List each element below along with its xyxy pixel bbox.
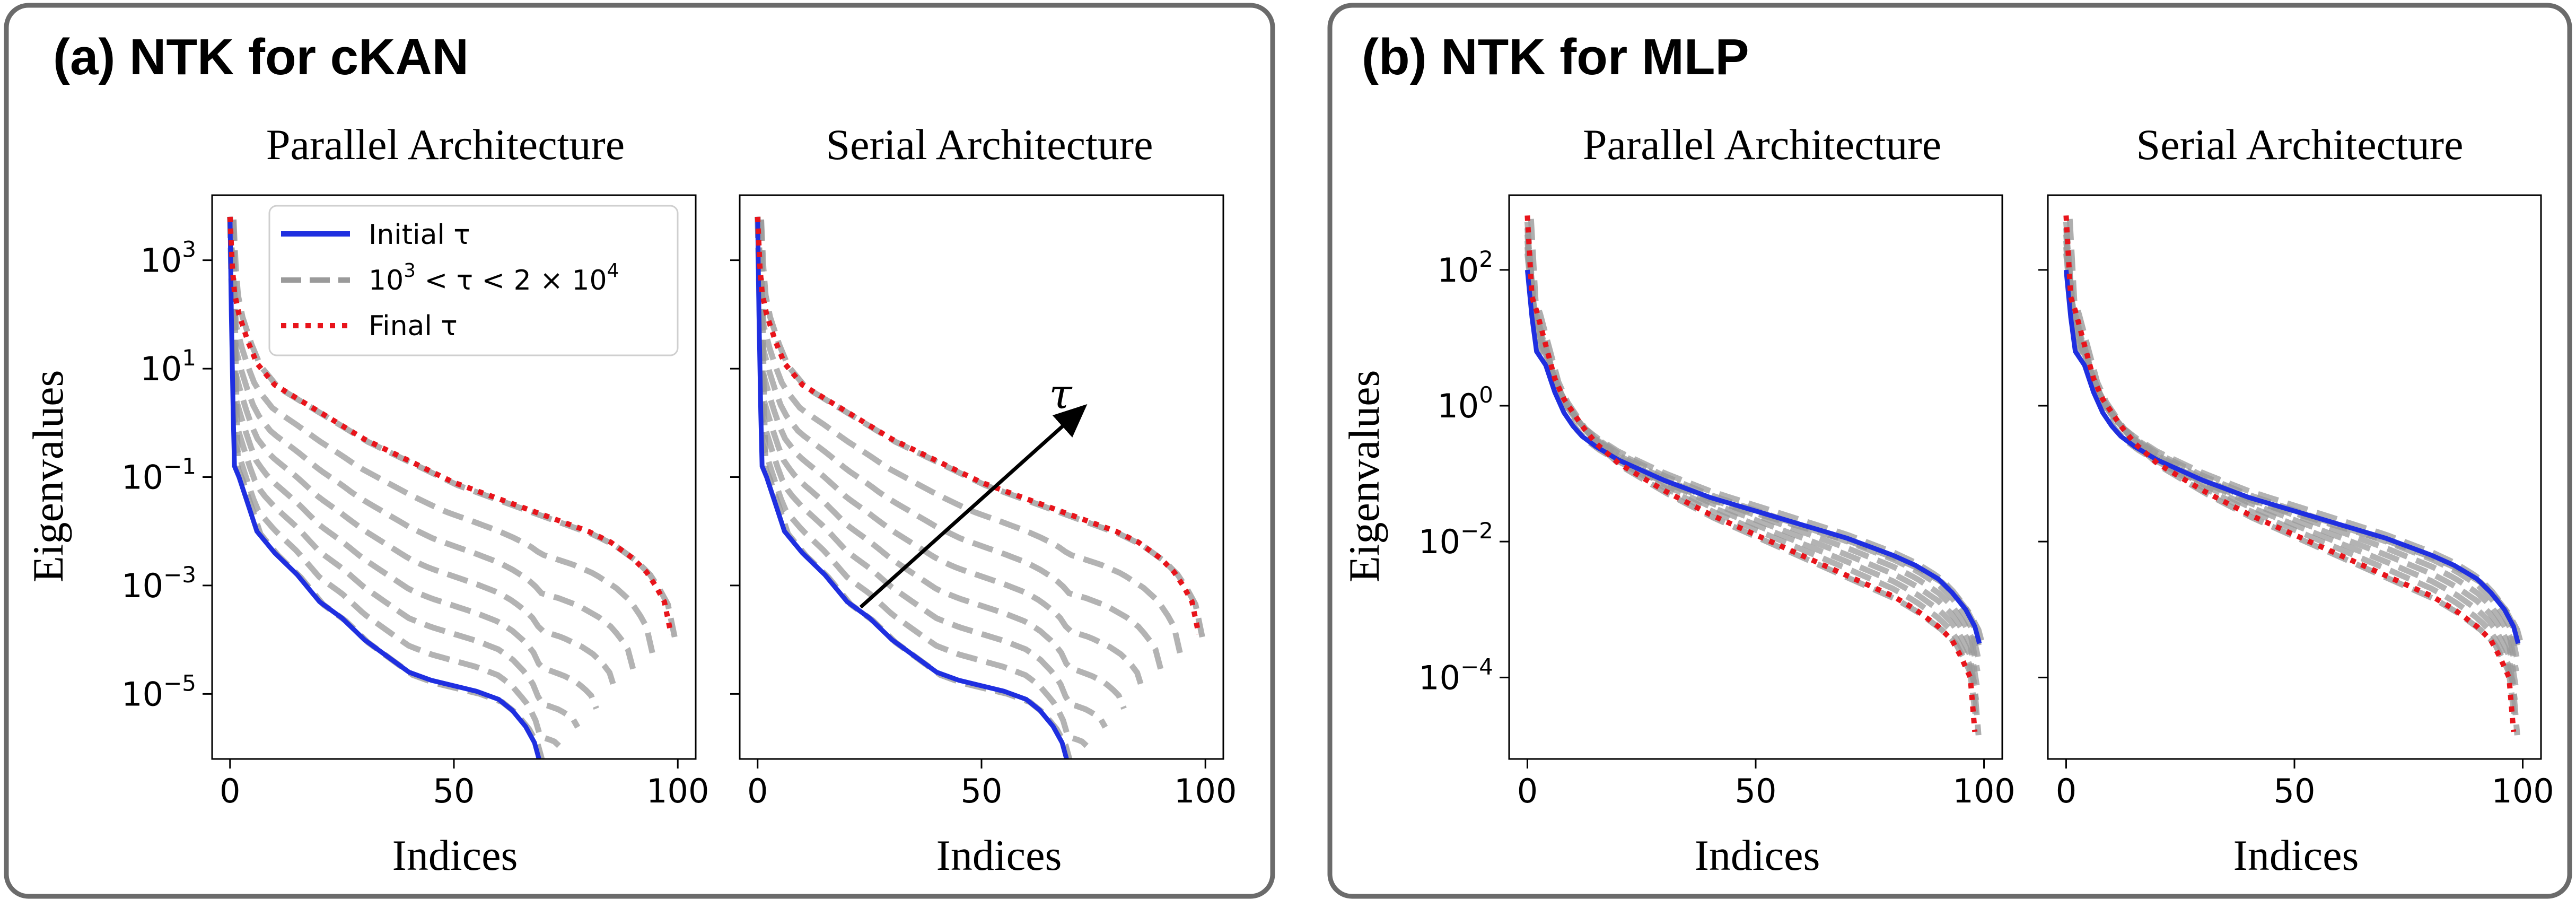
legend-int-exp1: 3 bbox=[404, 260, 416, 282]
plot-title: Serial Architecture bbox=[826, 120, 1153, 169]
legend-int-middle: < τ < 2 × 10 bbox=[416, 265, 607, 296]
y-tick-label: 10−4 bbox=[1418, 653, 1493, 697]
legend-int-exp2: 4 bbox=[607, 260, 619, 282]
series-layer bbox=[755, 216, 1205, 759]
intermediate-tau-curve bbox=[755, 216, 1127, 710]
y-tick-label: 101 bbox=[140, 345, 196, 388]
final-tau-curve bbox=[2063, 215, 2517, 732]
plot-title: Parallel Architecture bbox=[266, 120, 625, 169]
x-tick-label: 100 bbox=[1952, 772, 2015, 810]
y-tick-label: 102 bbox=[1437, 246, 1493, 290]
tau-trend-arrow bbox=[859, 404, 1088, 609]
plot-ckan-serial: Serial Architecture 0 50 100 τ Indices bbox=[730, 120, 1237, 879]
final-tau-curve bbox=[1524, 215, 1978, 732]
final-tau-curve bbox=[755, 216, 1202, 635]
series-layer bbox=[2063, 215, 2525, 736]
y-axis-label: Eigenvalues bbox=[1340, 370, 1388, 583]
x-tick-label: 50 bbox=[433, 772, 475, 810]
intermediate-tau-curve bbox=[227, 216, 637, 673]
plot-mlp-parallel: Parallel Architecture 0 50 100 102 100 10−2 10… bbox=[1340, 120, 2016, 879]
intermediate-tau-curve bbox=[755, 216, 1089, 748]
intermediate-tau-curve bbox=[755, 216, 1164, 673]
ticks-layer: 0 50 100 102 100 10−2 10−4 bbox=[1418, 246, 2016, 810]
x-axis-label: Indices bbox=[392, 831, 518, 879]
intermediate-tau-curve bbox=[755, 216, 1108, 729]
x-axis-label: Indices bbox=[936, 831, 1062, 879]
x-tick-label: 0 bbox=[747, 772, 768, 810]
y-tick-label: 100 bbox=[1437, 382, 1493, 425]
x-tick-label: 0 bbox=[220, 772, 240, 810]
legend-box bbox=[268, 205, 679, 356]
legend: Initial τ 103 < τ < 2 × 104 Final τ bbox=[268, 205, 679, 356]
x-axis-label: Indices bbox=[2233, 831, 2359, 879]
panel-b-title: (b) NTK for MLP bbox=[1362, 29, 1749, 85]
series-layer bbox=[227, 216, 678, 759]
ticks-layer: 0 50 100 103 101 10−1 10−3 10−5 bbox=[121, 237, 709, 810]
initial-tau-curve bbox=[1524, 269, 1982, 644]
plot-mlp-serial: Serial Architecture 0 50 100 Indices bbox=[2038, 120, 2554, 879]
y-axis-label: Eigenvalues bbox=[24, 370, 72, 583]
legend-intermediate-label: 103 < τ < 2 × 104 bbox=[369, 260, 619, 296]
y-tick-label: 10−1 bbox=[121, 453, 196, 497]
intermediate-tau-curve bbox=[2063, 253, 2521, 647]
initial-tau-curve bbox=[2063, 269, 2521, 644]
x-tick-label: 0 bbox=[1517, 772, 1538, 810]
legend-final-label: Final τ bbox=[369, 310, 458, 342]
intermediate-tau-curve bbox=[227, 216, 581, 729]
panel-b-box bbox=[1327, 3, 2572, 899]
y-tick-label: 10−2 bbox=[1418, 518, 1493, 561]
plot-ckan-parallel: Parallel Architecture 0 50 100 103 101 10−1 10… bbox=[24, 120, 709, 879]
intermediate-tau-curve bbox=[227, 216, 561, 748]
series-layer bbox=[1524, 215, 1986, 736]
intermediate-tau-curve bbox=[227, 216, 618, 691]
x-tick-label: 50 bbox=[2274, 772, 2316, 810]
intermediate-tau-curve bbox=[2063, 228, 2518, 701]
intermediate-tau-curve bbox=[227, 216, 655, 654]
intermediate-tau-curve bbox=[755, 216, 1183, 654]
x-tick-label: 100 bbox=[1174, 772, 1237, 810]
intermediate-tau-curve bbox=[1524, 221, 1979, 716]
intermediate-tau-curve bbox=[1524, 228, 1979, 701]
y-tick-label: 103 bbox=[140, 237, 196, 280]
intermediate-tau-curve bbox=[227, 216, 599, 710]
intermediate-tau-curve bbox=[1524, 253, 1982, 647]
initial-tau-curve bbox=[755, 216, 1070, 759]
x-axis-label: Indices bbox=[1695, 831, 1820, 879]
ticks-layer: 0 50 100 bbox=[2038, 269, 2554, 810]
x-tick-label: 50 bbox=[961, 772, 1003, 810]
x-tick-label: 0 bbox=[2056, 772, 2076, 810]
intermediate-tau-curve bbox=[755, 216, 1146, 691]
x-tick-label: 50 bbox=[1735, 772, 1777, 810]
panel-a-title: (a) NTK for cKAN bbox=[53, 29, 469, 85]
final-tau-curve bbox=[227, 216, 674, 635]
y-tick-label: 10−5 bbox=[121, 670, 196, 713]
ticks-layer: 0 50 100 bbox=[730, 259, 1237, 810]
tau-annotation: τ bbox=[1049, 371, 1073, 418]
legend-initial-label: Initial τ bbox=[369, 219, 470, 251]
x-tick-label: 100 bbox=[2491, 772, 2554, 810]
y-tick-label: 10−3 bbox=[121, 562, 196, 605]
intermediate-tau-curve bbox=[2063, 221, 2518, 716]
plot-title: Serial Architecture bbox=[2136, 120, 2463, 169]
x-tick-label: 100 bbox=[646, 772, 709, 810]
initial-tau-curve bbox=[227, 216, 542, 759]
plot-title: Parallel Architecture bbox=[1583, 120, 1941, 169]
legend-int-base1: 10 bbox=[369, 265, 404, 296]
